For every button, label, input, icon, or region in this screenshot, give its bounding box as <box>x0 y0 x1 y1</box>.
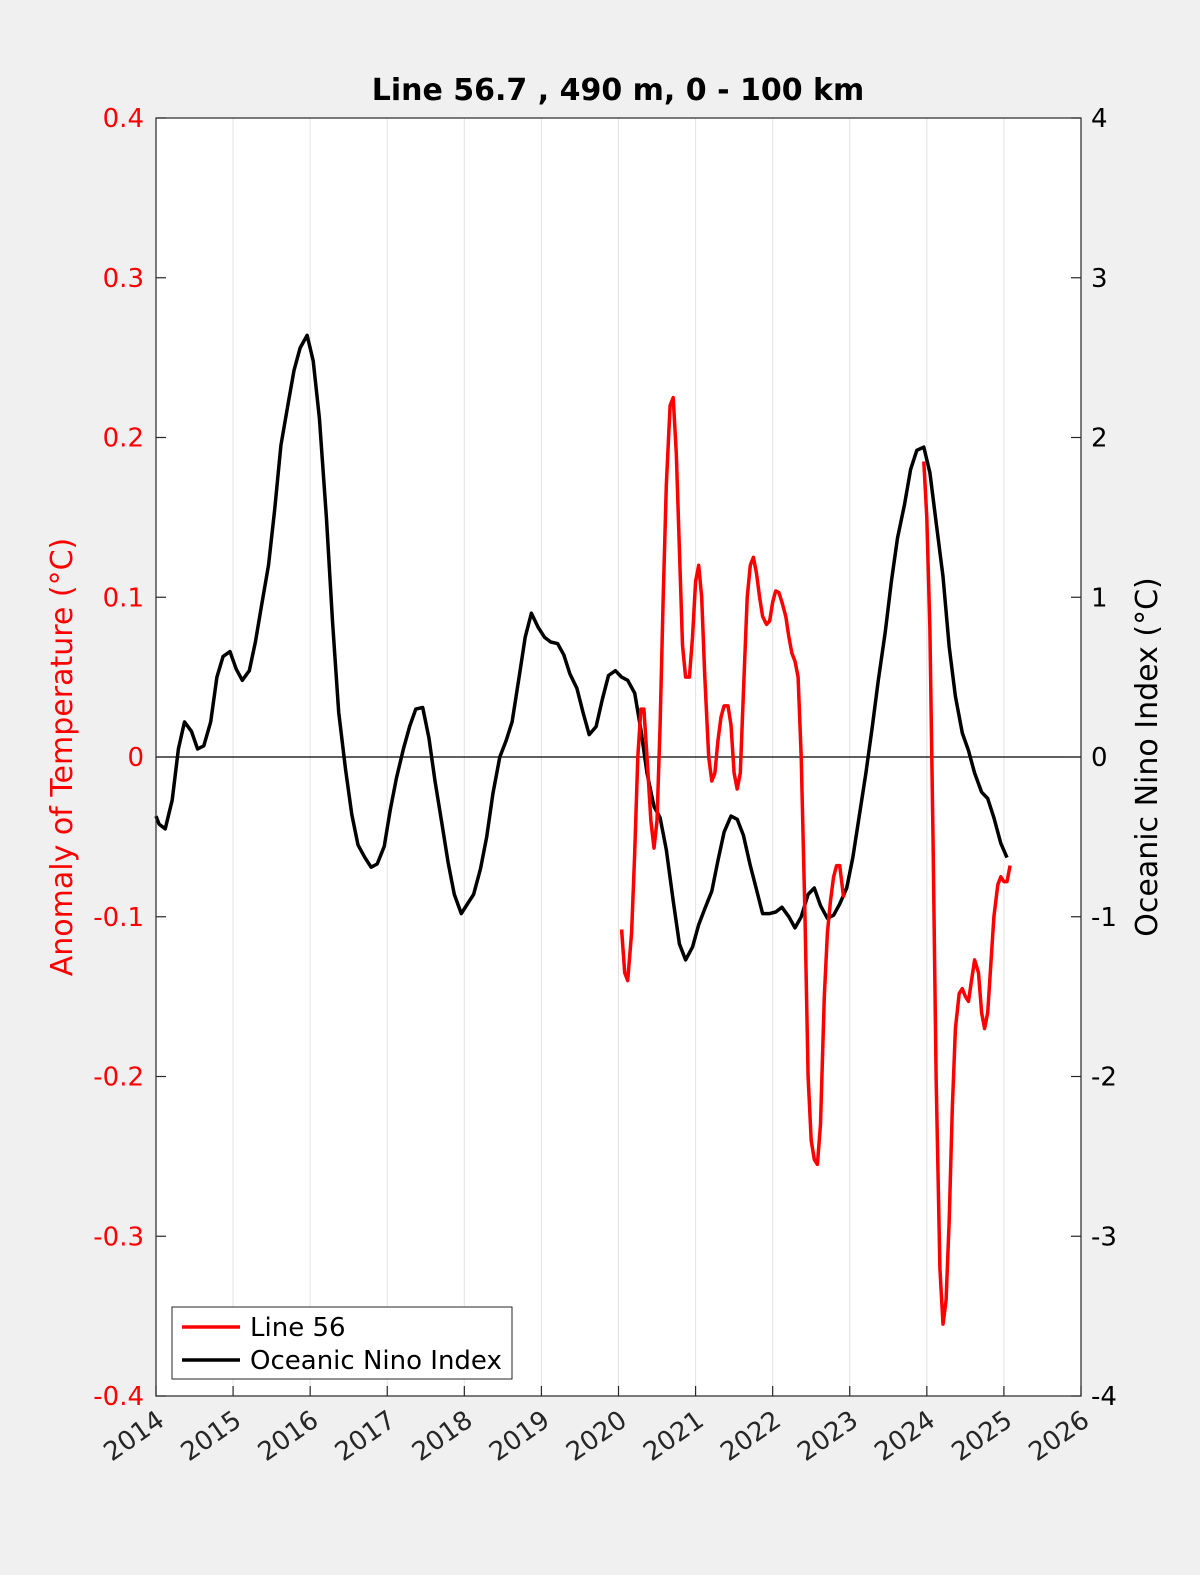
x-tick-label: 2025 <box>947 1405 1018 1468</box>
x-tick-label: 2024 <box>869 1405 940 1468</box>
series-line-line-56 <box>922 461 1012 1326</box>
x-tick-label: 2015 <box>176 1405 247 1468</box>
right-tick-label: -2 <box>1091 1063 1117 1093</box>
right-tick-label: -4 <box>1091 1382 1117 1412</box>
left-tick-label: -0.4 <box>93 1382 144 1412</box>
x-tick-label: 2014 <box>99 1405 170 1468</box>
chart-title: Line 56.7 , 490 m, 0 - 100 km <box>372 73 865 108</box>
legend-label-line-56: Line 56 <box>250 1313 346 1343</box>
x-tick-label: 2018 <box>407 1405 478 1468</box>
left-tick-label: -0.2 <box>93 1063 144 1093</box>
x-tick-label: 2020 <box>561 1405 632 1468</box>
right-axis-label: Oceanic Nino Index (°C) <box>1130 577 1165 937</box>
left-tick-label: 0 <box>127 743 144 773</box>
right-tick-label: 4 <box>1091 104 1108 134</box>
x-tick-label: 2019 <box>484 1405 555 1468</box>
right-tick-label: -1 <box>1091 903 1117 933</box>
right-tick-label: -3 <box>1091 1222 1117 1252</box>
legend-box <box>171 1306 513 1380</box>
x-tick-label: 2026 <box>1024 1405 1095 1468</box>
right-tick-label: 3 <box>1091 264 1108 294</box>
right-tick-label: 1 <box>1091 583 1108 613</box>
left-tick-label: -0.1 <box>93 903 144 933</box>
left-tick-label: 0.1 <box>103 583 144 613</box>
series-line-line-56 <box>619 395 846 1167</box>
x-axis: 2014 2015 2016 2017 2018 2019 2020 2021 2022 2023… <box>99 1386 1095 1468</box>
right-tick-label: 0 <box>1091 743 1108 773</box>
left-tick-label: -0.3 <box>93 1222 144 1252</box>
left-tick-label: 0.2 <box>103 424 144 454</box>
x-tick-label: 2023 <box>792 1405 863 1468</box>
x-tick-label: 2021 <box>638 1405 709 1468</box>
x-tick-label: 2022 <box>715 1405 786 1468</box>
left-tick-label: 0.4 <box>103 104 144 134</box>
x-tick-label: 2017 <box>330 1405 401 1468</box>
left-tick-label: 0.3 <box>103 264 144 294</box>
legend-label-oni: Oceanic Nino Index <box>250 1346 502 1376</box>
series-line-oni <box>154 333 1009 962</box>
x-tick-label: 2016 <box>253 1405 324 1468</box>
series-layer <box>154 333 1012 1326</box>
left-axis: -0.4 -0.3 -0.2 -0.1 0 0.1 0.2 0.3 0.4 <box>93 104 166 1412</box>
right-tick-label: 2 <box>1091 424 1108 454</box>
legend: Line 56 Oceanic Nino Index <box>171 1306 513 1380</box>
left-axis-label: Anomaly of Temperature (°C) <box>45 538 80 977</box>
right-axis: -4 -3 -2 -1 0 1 2 3 4 <box>1071 104 1117 1412</box>
